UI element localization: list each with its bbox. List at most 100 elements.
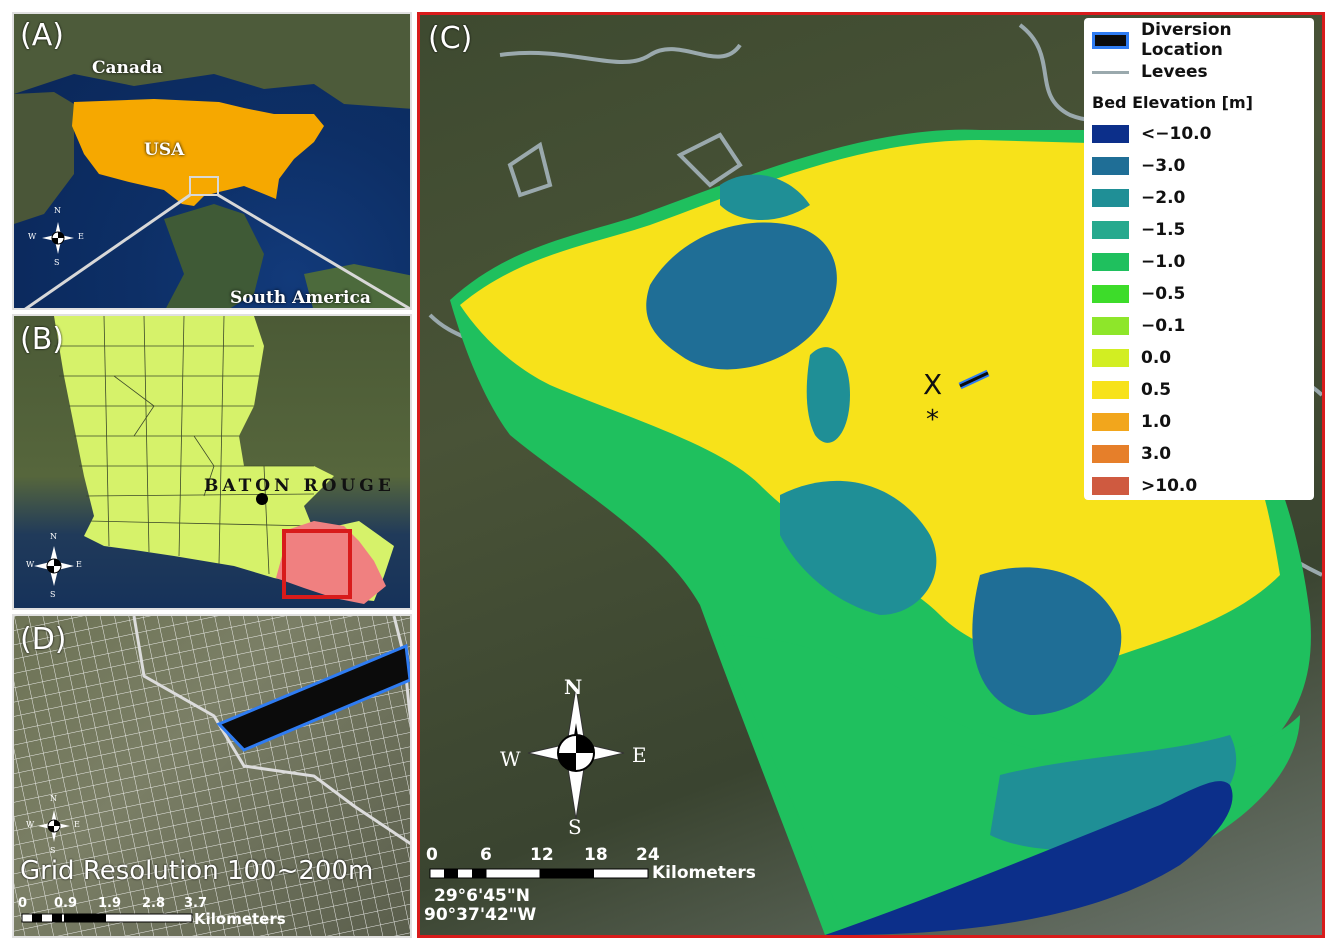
- legend-swatch: [1092, 445, 1129, 463]
- legend-label: −1.5: [1141, 220, 1186, 240]
- panel-d-letter: (D): [20, 622, 67, 657]
- compass-n: N: [54, 206, 61, 215]
- levee-line: [132, 616, 410, 846]
- legend-swatch: [1092, 157, 1129, 175]
- scale-tick: 2.8: [142, 896, 166, 911]
- scale-tick: 24: [636, 845, 660, 865]
- panel-a-letter: (A): [20, 18, 64, 53]
- compass-s: S: [50, 846, 56, 855]
- legend-swatch: [1092, 317, 1129, 335]
- compass-s: S: [568, 815, 582, 839]
- scale-unit: Kilometers: [194, 910, 286, 928]
- label-baton-rouge: BATON ROUGE: [204, 476, 395, 496]
- zoom-box: [189, 176, 219, 196]
- louisiana-map: [34, 316, 394, 604]
- panel-c-letter: (C): [428, 21, 473, 56]
- scale-tick: 12: [530, 845, 554, 865]
- label-usa: USA: [144, 140, 185, 160]
- panel-a-north-america: (A) Canada USA South America N S E W: [12, 12, 412, 310]
- legend-label: 0.5: [1141, 380, 1172, 400]
- legend: Diversion Location Levees Bed Elevation …: [1084, 18, 1314, 500]
- legend-label: >10.0: [1141, 476, 1198, 496]
- legend-swatch: [1092, 413, 1129, 431]
- compass-s: S: [54, 258, 60, 267]
- scale-tick: 1.9: [98, 896, 122, 911]
- scale-tick: 0: [18, 896, 28, 911]
- levee-swatch: [1092, 70, 1129, 74]
- legend-swatch: [1092, 253, 1129, 271]
- compass-w: W: [28, 232, 37, 241]
- scale-bar-c: [429, 868, 649, 879]
- compass-w: W: [500, 747, 521, 771]
- scale-unit: Kilometers: [652, 863, 756, 883]
- legend-swatch: [1092, 189, 1129, 207]
- legend-classes: <−10.0 −3.0 −2.0 −1.5 −1.0 −0.5 −0.1 0.0 0.5 1.0 3…: [1092, 118, 1306, 502]
- marker-x: X: [923, 368, 943, 401]
- legend-label: Levees: [1141, 62, 1208, 82]
- legend-label: 0.0: [1141, 348, 1172, 368]
- legend-class: −3.0: [1092, 150, 1306, 182]
- compass-w: W: [26, 560, 35, 569]
- legend-swatch: [1092, 381, 1129, 399]
- study-area-box: [282, 529, 352, 599]
- parish-boundaries: [54, 316, 315, 575]
- legend-class: −0.5: [1092, 278, 1306, 310]
- compass-n: N: [564, 675, 583, 699]
- scale-tick: 0: [426, 845, 438, 865]
- elevation-layers: [460, 140, 1300, 935]
- legend-label: −3.0: [1141, 156, 1186, 176]
- compass-s: S: [50, 590, 56, 599]
- legend-label: −0.5: [1141, 284, 1186, 304]
- compass-w: W: [26, 820, 35, 829]
- legend-label: 3.0: [1141, 444, 1172, 464]
- zoom-line-left: [24, 193, 191, 308]
- west-land: [14, 92, 74, 224]
- compass-e: E: [74, 820, 80, 829]
- zoom-line-right: [217, 193, 410, 308]
- grid-map: [14, 616, 410, 936]
- legend-swatch: [1092, 477, 1129, 495]
- legend-label: −0.1: [1141, 316, 1186, 336]
- label-canada: Canada: [92, 58, 163, 78]
- compass-e: E: [76, 560, 82, 569]
- study-area-shape: [276, 521, 386, 604]
- legend-class: −1.0: [1092, 246, 1306, 278]
- compass-n: N: [50, 794, 57, 803]
- south-america-land: [304, 264, 410, 308]
- panel-d-grid: (D) Grid Resolution 100~200m 0 0.9 1.9 2…: [12, 614, 412, 938]
- coord-longitude: 90°37'42"W: [424, 905, 537, 925]
- legend-swatch: [1092, 221, 1129, 239]
- diversion-location: [959, 371, 989, 388]
- compass-rose-icon: [34, 546, 74, 586]
- marker-star: *: [926, 405, 939, 435]
- canada-land: [14, 14, 410, 109]
- legend-class: 1.0: [1092, 406, 1306, 438]
- label-south-america: South America: [230, 288, 371, 308]
- north-america-map: [14, 14, 410, 308]
- diversion-swatch: [1092, 31, 1129, 49]
- compass-e: E: [78, 232, 84, 241]
- legend-class: >10.0: [1092, 470, 1306, 502]
- legend-class: −0.1: [1092, 310, 1306, 342]
- compass-rose-icon: [38, 810, 70, 842]
- legend-diversion: Diversion Location: [1092, 20, 1306, 60]
- diversion-channel: [216, 643, 410, 752]
- legend-class: 3.0: [1092, 438, 1306, 470]
- central-america-land: [164, 204, 264, 308]
- legend-class: −1.5: [1092, 214, 1306, 246]
- legend-swatch: [1092, 349, 1129, 367]
- compass-rose-icon: [527, 686, 625, 820]
- coord-latitude: 29°6'45"N: [434, 886, 530, 906]
- legend-class: 0.0: [1092, 342, 1306, 374]
- panel-c-bed-elevation: (C) X * N S E W 0 6 12 18 24 Kilometers …: [417, 12, 1325, 938]
- usa-shape: [72, 99, 324, 206]
- legend-title: Bed Elevation [m]: [1092, 93, 1253, 112]
- legend-label: <−10.0: [1141, 124, 1212, 144]
- panel-b-louisiana: (B) BATON ROUGE N S E W: [12, 314, 412, 610]
- compass-e: E: [632, 743, 647, 767]
- scale-bar-d: [21, 913, 193, 923]
- panel-b-letter: (B): [20, 322, 64, 357]
- legend-swatch: [1092, 285, 1129, 303]
- legend-label: −2.0: [1141, 188, 1186, 208]
- scale-tick: 3.7: [184, 896, 208, 911]
